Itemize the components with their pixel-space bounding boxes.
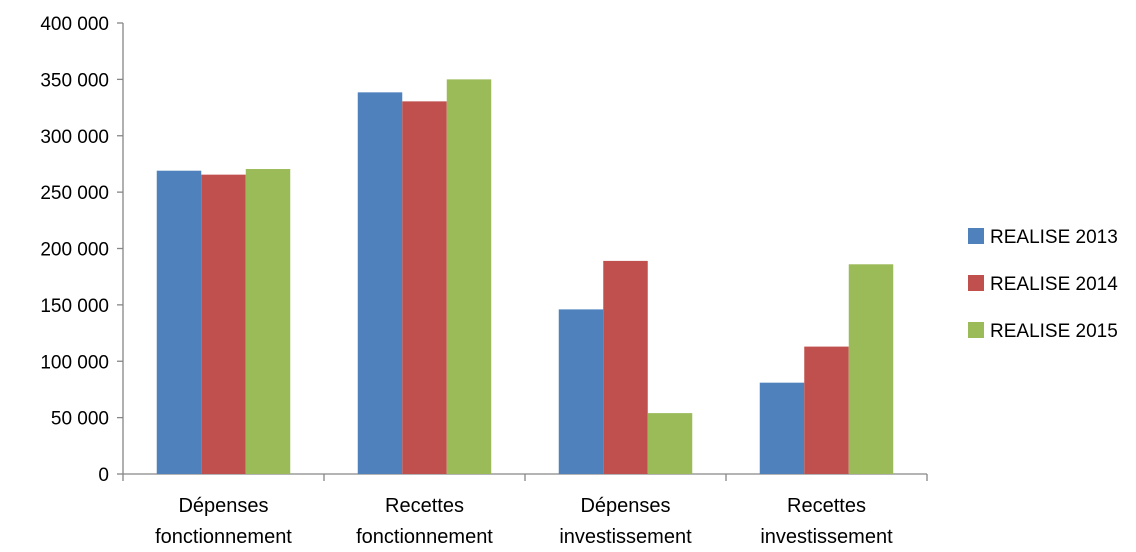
x-category-label: Recettes investissement <box>760 495 893 548</box>
bar-realise-2014 <box>402 101 447 474</box>
y-tick-label: 300 000 <box>40 127 109 148</box>
bars <box>156 79 894 475</box>
legend-label: REALISE 2013 <box>990 227 1118 248</box>
y-tick-label: 200 000 <box>40 240 109 261</box>
x-category-label-line: Dépenses <box>580 495 670 517</box>
y-tick-label: 150 000 <box>40 296 109 317</box>
x-category-label: Dépenses investissement <box>559 495 692 548</box>
bar-realise-2014 <box>804 346 849 474</box>
x-category-label-line: fonctionnement <box>356 526 493 548</box>
x-category-label-line: Recettes <box>385 495 464 517</box>
legend: REALISE 2013 REALISE 2014 REALISE 2015 <box>968 227 1118 342</box>
bar-realise-2013 <box>558 309 604 474</box>
y-tick-label: 350 000 <box>40 70 109 91</box>
x-category-label: Dépenses fonctionnement <box>155 495 292 548</box>
bar-realise-2015 <box>245 169 291 475</box>
x-category-label-line: investissement <box>760 526 893 548</box>
y-tick-label: 400 000 <box>40 14 109 35</box>
y-tick-label: 50 000 <box>51 409 109 430</box>
x-category-label-line: investissement <box>559 526 692 548</box>
y-axis: 0 50 000 100 000 150 000 200 000 250 000 300 0… <box>40 14 124 486</box>
bar-realise-2013 <box>156 170 202 474</box>
bar-realise-2013 <box>357 92 403 474</box>
legend-swatch <box>968 228 984 244</box>
legend-swatch <box>968 275 984 291</box>
bar-realise-2013 <box>759 382 805 474</box>
x-category-label: Recettes fonctionnement <box>356 495 493 548</box>
legend-swatch <box>968 322 984 338</box>
x-category-label-line: fonctionnement <box>155 526 292 548</box>
x-axis: Dépenses fonctionnement Recettes fonctionne… <box>122 473 928 548</box>
legend-label: REALISE 2015 <box>990 321 1118 342</box>
bar-realise-2015 <box>647 413 693 474</box>
x-category-label-line: Dépenses <box>178 495 268 517</box>
bar-realise-2014 <box>201 174 246 474</box>
y-tick-label: 250 000 <box>40 183 109 204</box>
bar-realise-2014 <box>603 260 648 474</box>
x-category-label-line: Recettes <box>787 495 866 517</box>
y-tick-label: 0 <box>98 465 109 486</box>
bar-realise-2015 <box>446 79 492 474</box>
y-tick-label: 100 000 <box>40 352 109 373</box>
legend-label: REALISE 2014 <box>990 274 1118 295</box>
bar-realise-2015 <box>848 264 894 474</box>
